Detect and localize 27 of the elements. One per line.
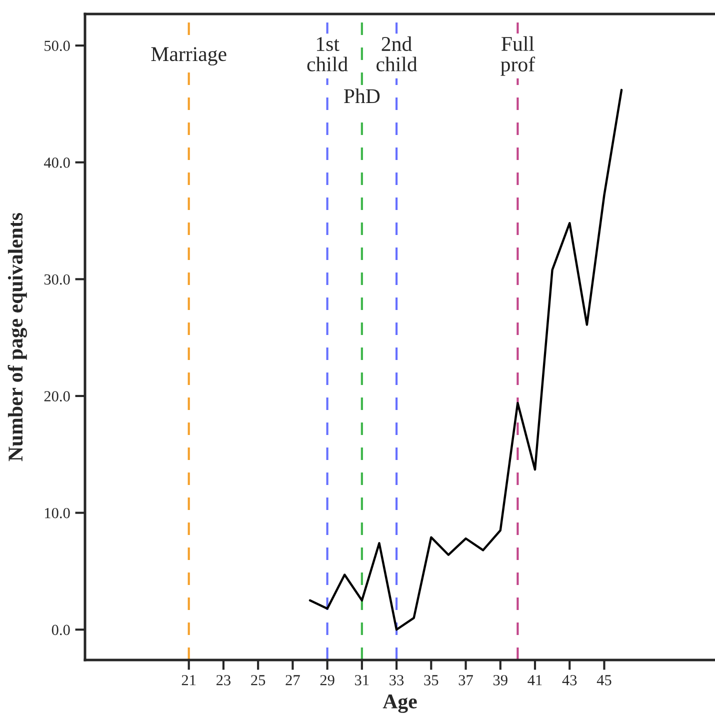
- x-tick-label: 21: [182, 675, 196, 686]
- x-tick-label: 31: [355, 675, 369, 686]
- ref-line-label: 1st child: [307, 37, 348, 72]
- x-tick-label: 25: [251, 675, 266, 686]
- x-tick-label: 29: [320, 675, 334, 686]
- x-tick-label: 43: [562, 675, 577, 686]
- ref-line-label: PhD: [344, 88, 380, 104]
- y-tick-label: 20.0: [44, 391, 70, 402]
- ref-line-label: 2nd child: [376, 36, 418, 72]
- y-tick-label: 0.0: [52, 624, 70, 636]
- y-tick-label: 40.0: [44, 158, 70, 168]
- x-tick-label: 37: [458, 675, 473, 686]
- y-tick-label: 30.0: [44, 274, 70, 285]
- line-series: [308, 88, 623, 631]
- x-axis-title: Age: [382, 694, 417, 713]
- ref-line-label: Marriage: [151, 47, 226, 66]
- y-tick-label: 10.0: [45, 508, 70, 518]
- y-axis-title: Number of page equivalents: [8, 212, 28, 462]
- x-tick-label: 23: [216, 675, 231, 686]
- x-tick-label: 35: [424, 675, 438, 686]
- x-tick-label: 33: [390, 675, 404, 686]
- y-tick-label: 50.0: [44, 40, 70, 52]
- x-tick-label: 41: [528, 675, 542, 686]
- x-tick-label: 39: [493, 675, 508, 686]
- x-tick-label: 45: [596, 675, 612, 686]
- x-tick-label: 27: [286, 675, 300, 686]
- ref-line-label: Full prof: [500, 36, 536, 76]
